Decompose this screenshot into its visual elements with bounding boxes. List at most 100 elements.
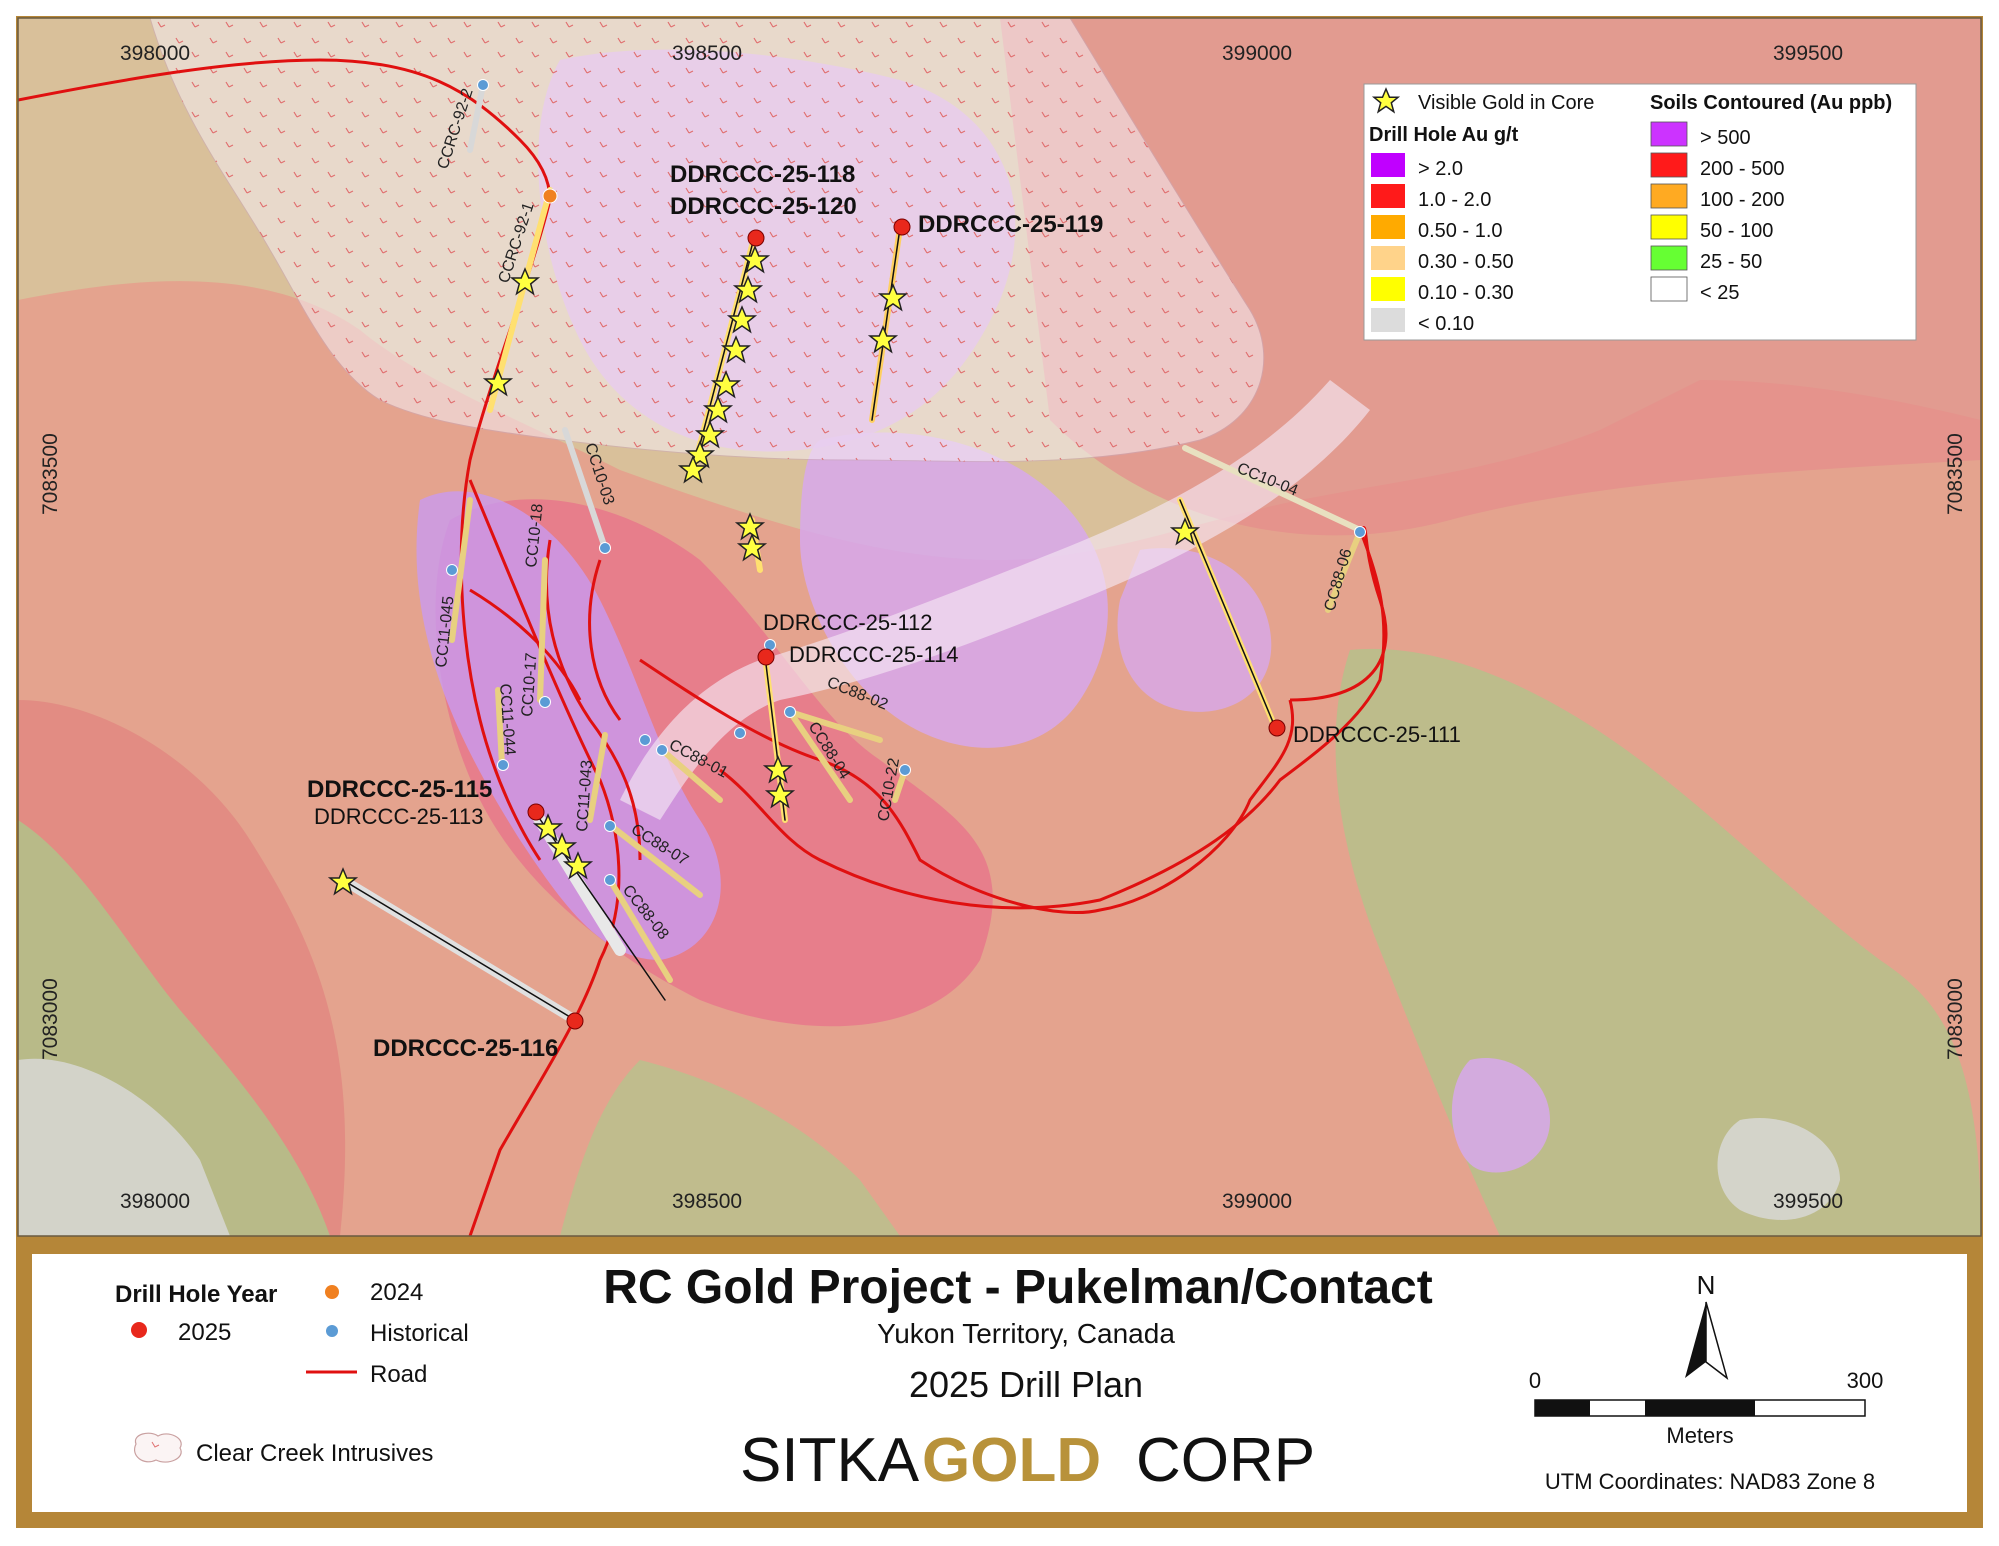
visible-gold-star <box>764 780 796 809</box>
collar-historical <box>784 706 796 718</box>
grid-coordinates: 398000 398500 399000 399500 398000 39850… <box>39 42 1967 1213</box>
visible-gold-star <box>867 325 899 354</box>
trace-cc10-17 <box>537 557 548 703</box>
road-segment <box>719 529 1386 910</box>
legend-drill-label: < 0.10 <box>1418 313 1474 335</box>
label-ddrccc-25-112: DDRCCC-25-112 <box>763 610 933 635</box>
visible-gold-star <box>562 851 594 880</box>
legend-soil-label: 100 - 200 <box>1700 189 1785 211</box>
visible-gold-star <box>726 305 758 334</box>
visible-gold-star <box>532 813 564 842</box>
legend-box <box>1363 83 1917 341</box>
legend-soil-swatch <box>1650 152 1688 178</box>
drill-hole-labels: DDRCCC-25-118 DDRCCC-25-120 DDRCCC-25-11… <box>307 161 1461 1062</box>
road-network <box>18 58 1388 1236</box>
collar-historical <box>1354 526 1366 538</box>
scale-bar-segment <box>1645 1400 1755 1416</box>
soil-high-south-east <box>1451 1058 1550 1173</box>
trace-116-axis <box>342 879 576 1021</box>
collar-historical <box>446 564 458 576</box>
legend-drill-swatch <box>1371 215 1405 239</box>
collar-2025 <box>1268 719 1286 737</box>
visible-gold-star <box>1169 517 1201 546</box>
map-border <box>17 17 1982 1237</box>
legend-2025-dot <box>131 1322 147 1338</box>
visible-gold-star <box>739 245 771 274</box>
legend-drill-swatch <box>1371 184 1405 208</box>
legend-soil-swatch <box>1650 183 1688 209</box>
visible-gold-star <box>677 455 709 484</box>
trace-cc10-03 <box>562 427 608 551</box>
legend-2024-dot <box>325 1285 339 1299</box>
legend-soil-label: > 500 <box>1700 127 1751 149</box>
collar-historical <box>604 874 616 886</box>
road-segment <box>639 658 1295 914</box>
legend-historical-label: Historical <box>370 1320 469 1347</box>
north-arrow-light <box>1705 1301 1729 1380</box>
legend-drill-label: > 2.0 <box>1418 158 1463 180</box>
legend-drill-swatch <box>1371 153 1405 177</box>
north-label: N <box>1697 1270 1716 1300</box>
label-ddrccc-25-113: DDRCCC-25-113 <box>314 804 484 829</box>
legend-drill-swatch <box>1371 308 1405 332</box>
legend-soil-label: 50 - 100 <box>1700 220 1773 242</box>
legend-2024-label: 2024 <box>370 1279 423 1306</box>
road-segment <box>18 58 552 201</box>
legend-2025-label: 2025 <box>178 1319 231 1346</box>
legend-road-label: Road <box>370 1361 427 1388</box>
utm-note: UTM Coordinates: NAD83 Zone 8 <box>1545 1469 1875 1494</box>
north-arrow-dark <box>1685 1302 1706 1378</box>
collar-historical <box>656 744 668 756</box>
trace-cc10-04 <box>1182 445 1363 533</box>
legend-visible-gold: Visible Gold in Core <box>1418 92 1594 114</box>
map-area: 398000 398500 399000 399500 398000 39850… <box>18 18 1981 1236</box>
label-cc11-044: CC11-044 <box>496 683 518 756</box>
soil-high-east <box>1117 548 1272 712</box>
scale-unit-label: Meters <box>1666 1423 1733 1448</box>
scale-bar-segment <box>1535 1400 1590 1416</box>
scale-end-label: 300 <box>1847 1368 1884 1393</box>
trace-cc88-01 <box>659 747 723 803</box>
label-cc10-17: CC10-17 <box>519 652 540 717</box>
legend-drill-label: 0.50 - 1.0 <box>1418 220 1503 242</box>
visible-gold-star <box>327 867 359 896</box>
easting-top-3: 399000 <box>1222 42 1292 65</box>
legend-star-icon <box>1371 87 1401 114</box>
visible-gold-star <box>720 335 752 364</box>
visible-gold-star <box>694 420 726 449</box>
collar-historical <box>599 542 611 554</box>
collar-2025 <box>527 803 545 821</box>
collar-2024 <box>542 188 558 204</box>
soil-nil-south-east <box>1717 1118 1840 1220</box>
visible-gold-star <box>710 370 742 399</box>
visible-gold-star <box>732 275 764 304</box>
trace-111-axis <box>1179 499 1276 728</box>
legend-soil-label: 200 - 500 <box>1700 158 1785 180</box>
logo-sitka: SITKA <box>740 1426 920 1495</box>
trace-119-axis <box>871 227 901 421</box>
label-cc10-18: CC10-18 <box>523 503 547 569</box>
map-plan-label: 2025 Drill Plan <box>909 1364 1143 1405</box>
logo-corp: CORP <box>1136 1426 1315 1495</box>
road-segment <box>468 479 621 1236</box>
collar-historical <box>604 820 616 832</box>
collar-2025 <box>566 1012 584 1030</box>
easting-bottom-2: 398500 <box>672 1190 742 1213</box>
label-ddrccc-25-111: DDRCCC-25-111 <box>1293 722 1461 747</box>
trace-cc88-04 <box>787 709 853 803</box>
legend-drill-heading: Drill Hole Au g/t <box>1369 124 1519 146</box>
legend-drill-swatch <box>1371 277 1405 301</box>
easting-bottom-1: 398000 <box>120 1190 190 1213</box>
collar-historical <box>639 734 651 746</box>
easting-top-4: 399500 <box>1773 42 1843 65</box>
collar-historical <box>899 764 911 776</box>
label-ddrccc-25-114: DDRCCC-25-114 <box>789 642 959 667</box>
legend-soil-label: < 25 <box>1700 282 1739 304</box>
trace-cc11-043 <box>587 732 608 823</box>
collar-2025 <box>893 218 911 236</box>
label-ddrccc-25-120: DDRCCC-25-120 <box>670 193 857 220</box>
legend-soil-heading: Soils Contoured (Au ppb) <box>1650 92 1892 114</box>
legend-historical-dot <box>326 1325 338 1337</box>
trace-cc88-07 <box>607 822 703 898</box>
legend-drill-swatch <box>1371 246 1405 270</box>
